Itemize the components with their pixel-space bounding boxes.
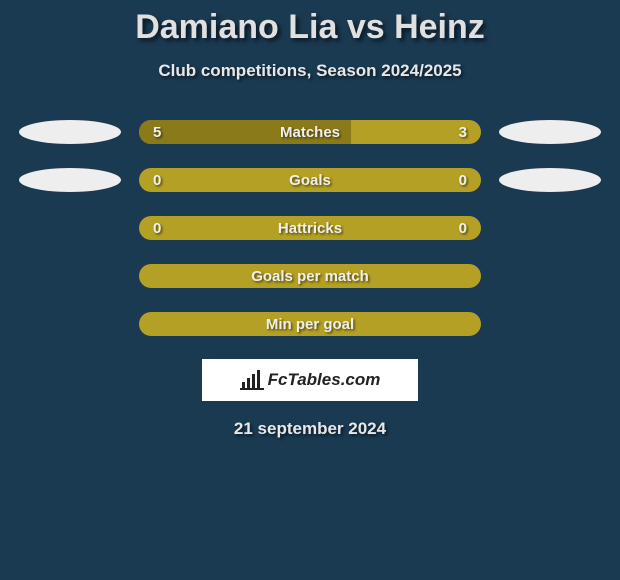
stat-row: 5Matches3 — [0, 119, 620, 145]
stat-bar: 5Matches3 — [139, 120, 481, 144]
stat-value-right: 0 — [459, 216, 467, 240]
spacer — [499, 216, 601, 240]
stat-value-right: 0 — [459, 168, 467, 192]
spacer — [19, 264, 121, 288]
spacer — [19, 216, 121, 240]
stat-bar: Goals per match — [139, 264, 481, 288]
stat-label: Hattricks — [139, 216, 481, 240]
watermark-badge: FcTables.com — [202, 359, 418, 401]
stat-bar: 0Goals0 — [139, 168, 481, 192]
stat-label: Min per goal — [139, 312, 481, 336]
stat-row: 0Hattricks0 — [0, 215, 620, 241]
watermark-text: FcTables.com — [268, 370, 381, 390]
spacer — [499, 312, 601, 336]
spacer — [19, 312, 121, 336]
player-left-marker — [19, 168, 121, 192]
stat-bar: 0Hattricks0 — [139, 216, 481, 240]
bar-chart-icon — [240, 370, 264, 390]
comparison-subtitle: Club competitions, Season 2024/2025 — [0, 61, 620, 81]
comparison-title: Damiano Lia vs Heinz — [0, 0, 620, 47]
player-right-marker — [499, 120, 601, 144]
stat-rows: 5Matches30Goals00Hattricks0Goals per mat… — [0, 119, 620, 337]
stat-value-right: 3 — [459, 120, 467, 144]
player-right-marker — [499, 168, 601, 192]
stat-row: Min per goal — [0, 311, 620, 337]
spacer — [499, 264, 601, 288]
stat-label: Matches — [139, 120, 481, 144]
stat-label: Goals per match — [139, 264, 481, 288]
stat-row: Goals per match — [0, 263, 620, 289]
stat-row: 0Goals0 — [0, 167, 620, 193]
stat-label: Goals — [139, 168, 481, 192]
stat-bar: Min per goal — [139, 312, 481, 336]
player-left-marker — [19, 120, 121, 144]
generated-date: 21 september 2024 — [0, 419, 620, 439]
